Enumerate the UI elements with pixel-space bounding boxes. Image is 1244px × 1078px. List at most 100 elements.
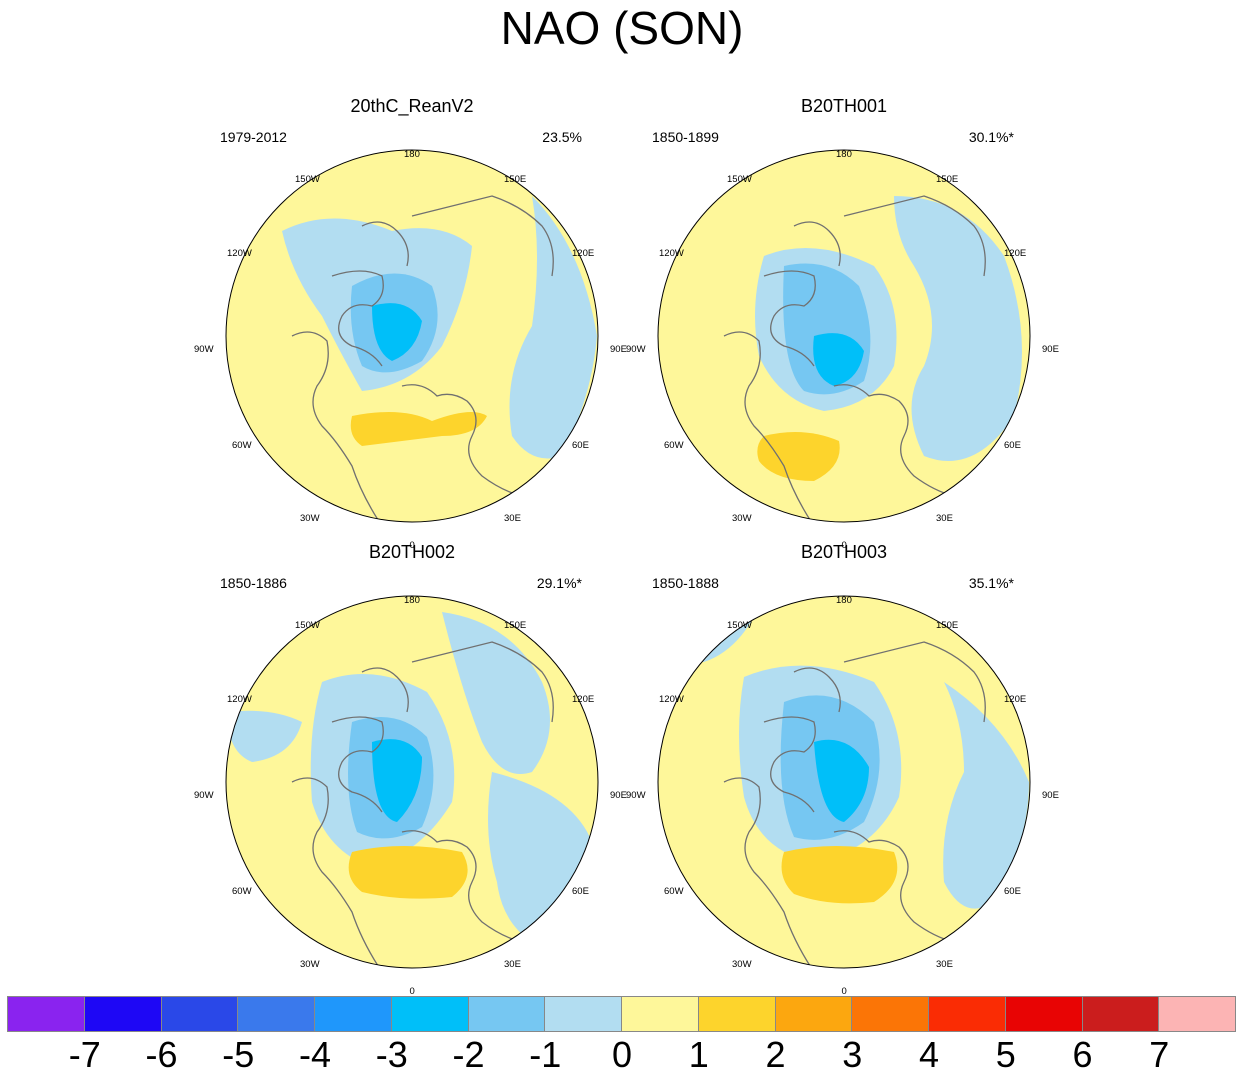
coastline xyxy=(833,384,955,497)
negative-anomaly-contour xyxy=(894,196,1022,461)
longitude-label: 0 xyxy=(841,986,847,997)
longitude-label: 150W xyxy=(295,620,320,631)
panel-title: B20TH003 xyxy=(800,542,888,562)
colorbar-swatch xyxy=(928,996,1006,1032)
longitude-label: 60E xyxy=(1004,886,1021,897)
longitude-label: 180 xyxy=(404,595,420,606)
coastline xyxy=(401,384,523,497)
longitude-label: 90E xyxy=(1042,344,1059,355)
colorbar-swatch xyxy=(774,996,853,1032)
longitude-label: 150W xyxy=(727,620,752,631)
coastline xyxy=(291,331,383,522)
longitude-label: 120W xyxy=(227,248,252,259)
map-boundary xyxy=(657,149,1031,523)
colorbar-tick-label: 6 xyxy=(1072,1034,1093,1075)
coastline xyxy=(763,716,816,813)
coastline xyxy=(723,777,815,968)
longitude-label: 120E xyxy=(1004,694,1027,705)
map-boundary xyxy=(225,595,599,969)
variance-label: 23.5% xyxy=(542,129,582,145)
coastline xyxy=(361,221,409,267)
colorbar-swatch xyxy=(1158,996,1236,1032)
polar-map xyxy=(225,149,599,523)
colorbar-swatch xyxy=(467,996,546,1032)
longitude-label: 90W xyxy=(626,790,646,801)
map-panel-1: B20TH001 1850-1899 30.1%* 180 0 90W 90E 150W… xyxy=(626,96,1059,551)
panel-title: B20TH001 xyxy=(800,96,888,116)
longitude-label: 90E xyxy=(1042,790,1059,801)
longitude-label: 60W xyxy=(232,886,252,897)
coastline xyxy=(723,331,815,522)
longitude-label: 150W xyxy=(295,174,320,185)
colorbar-tick-label: 3 xyxy=(842,1034,863,1075)
longitude-label: 120E xyxy=(1004,248,1027,259)
negative-anomaly-contour xyxy=(943,682,1029,909)
longitude-label: 120W xyxy=(659,694,684,705)
colorbar-swatch xyxy=(621,996,699,1032)
negative-anomaly-contour xyxy=(813,333,864,386)
positive-anomaly-contour xyxy=(350,412,487,446)
colorbar-tick-label: -4 xyxy=(298,1034,331,1075)
panel-title: 20thC_ReanV2 xyxy=(350,96,474,116)
longitude-label: 120E xyxy=(572,248,595,259)
period-label: 1850-1886 xyxy=(220,575,287,591)
longitude-label: 30W xyxy=(732,959,752,970)
colorbar-tick-label: 2 xyxy=(765,1034,786,1075)
negative-anomaly-contour xyxy=(372,739,422,822)
period-label: 1979-2012 xyxy=(220,129,287,145)
variance-label: 35.1%* xyxy=(968,575,1014,591)
colorbar-labels: -7 -6 -5 -4 -3 -2 -1 0 1 2 3 4 5 6 7 xyxy=(0,1034,1244,1078)
positive-anomaly-contour xyxy=(781,846,898,904)
variance-label: 29.1%* xyxy=(536,575,582,591)
longitude-label: 150E xyxy=(936,174,959,185)
longitude-label: 60W xyxy=(664,440,684,451)
panel-title: B20TH002 xyxy=(368,542,456,562)
longitude-label: 30W xyxy=(732,513,752,524)
map-panel-2: B20TH002 1850-1886 29.1%* 180 0 90W 90E 150W… xyxy=(194,542,627,997)
polar-map xyxy=(657,149,1031,523)
colorbar-tick-label: -6 xyxy=(145,1034,178,1075)
colorbar-swatch xyxy=(851,996,929,1032)
colorbar-tick-label: 1 xyxy=(688,1034,709,1075)
negative-anomaly-contour xyxy=(442,612,550,774)
colorbar-tick-label: -7 xyxy=(68,1034,101,1075)
longitude-label: 60W xyxy=(664,886,684,897)
colorbar-swatch xyxy=(390,996,469,1032)
polar-map xyxy=(225,595,599,969)
longitude-label: 150E xyxy=(504,174,527,185)
longitude-label: 90W xyxy=(194,344,214,355)
longitude-label: 90W xyxy=(194,790,214,801)
colorbar-tick-label: -5 xyxy=(222,1034,255,1075)
colorbar-tick-label: -1 xyxy=(529,1034,562,1075)
negative-anomaly-contour xyxy=(227,710,302,762)
colorbar-tick-label: 4 xyxy=(918,1034,940,1075)
colorbar-swatch xyxy=(1081,996,1160,1032)
colorbar-tick-label: -2 xyxy=(452,1034,485,1075)
coastline xyxy=(331,716,384,813)
colorbar-swatch xyxy=(1004,996,1083,1032)
negative-anomaly-contour xyxy=(814,739,869,822)
positive-anomaly-contour xyxy=(757,432,840,481)
longitude-label: 60E xyxy=(572,440,589,451)
coastline xyxy=(793,667,841,713)
colorbar xyxy=(7,996,1236,1032)
coastline xyxy=(763,270,816,367)
colorbar-tick-label: -3 xyxy=(375,1034,408,1075)
positive-anomaly-contour xyxy=(348,846,468,899)
period-label: 1850-1888 xyxy=(652,575,719,591)
longitude-label: 90E xyxy=(610,790,627,801)
longitude-label: 0 xyxy=(409,540,415,551)
colorbar-swatch xyxy=(160,996,239,1032)
variance-label: 30.1%* xyxy=(968,129,1014,145)
coastline xyxy=(331,270,384,367)
period-label: 1850-1899 xyxy=(652,129,719,145)
longitude-label: 120W xyxy=(659,248,684,259)
polar-map xyxy=(657,595,1031,969)
longitude-label: 120E xyxy=(572,694,595,705)
longitude-label: 180 xyxy=(836,595,852,606)
longitude-label: 30E xyxy=(504,513,521,524)
negative-anomaly-contour xyxy=(509,196,597,459)
colorbar-tick-label: 0 xyxy=(611,1034,633,1075)
colorbar-swatch xyxy=(697,996,776,1032)
longitude-label: 0 xyxy=(841,540,847,551)
